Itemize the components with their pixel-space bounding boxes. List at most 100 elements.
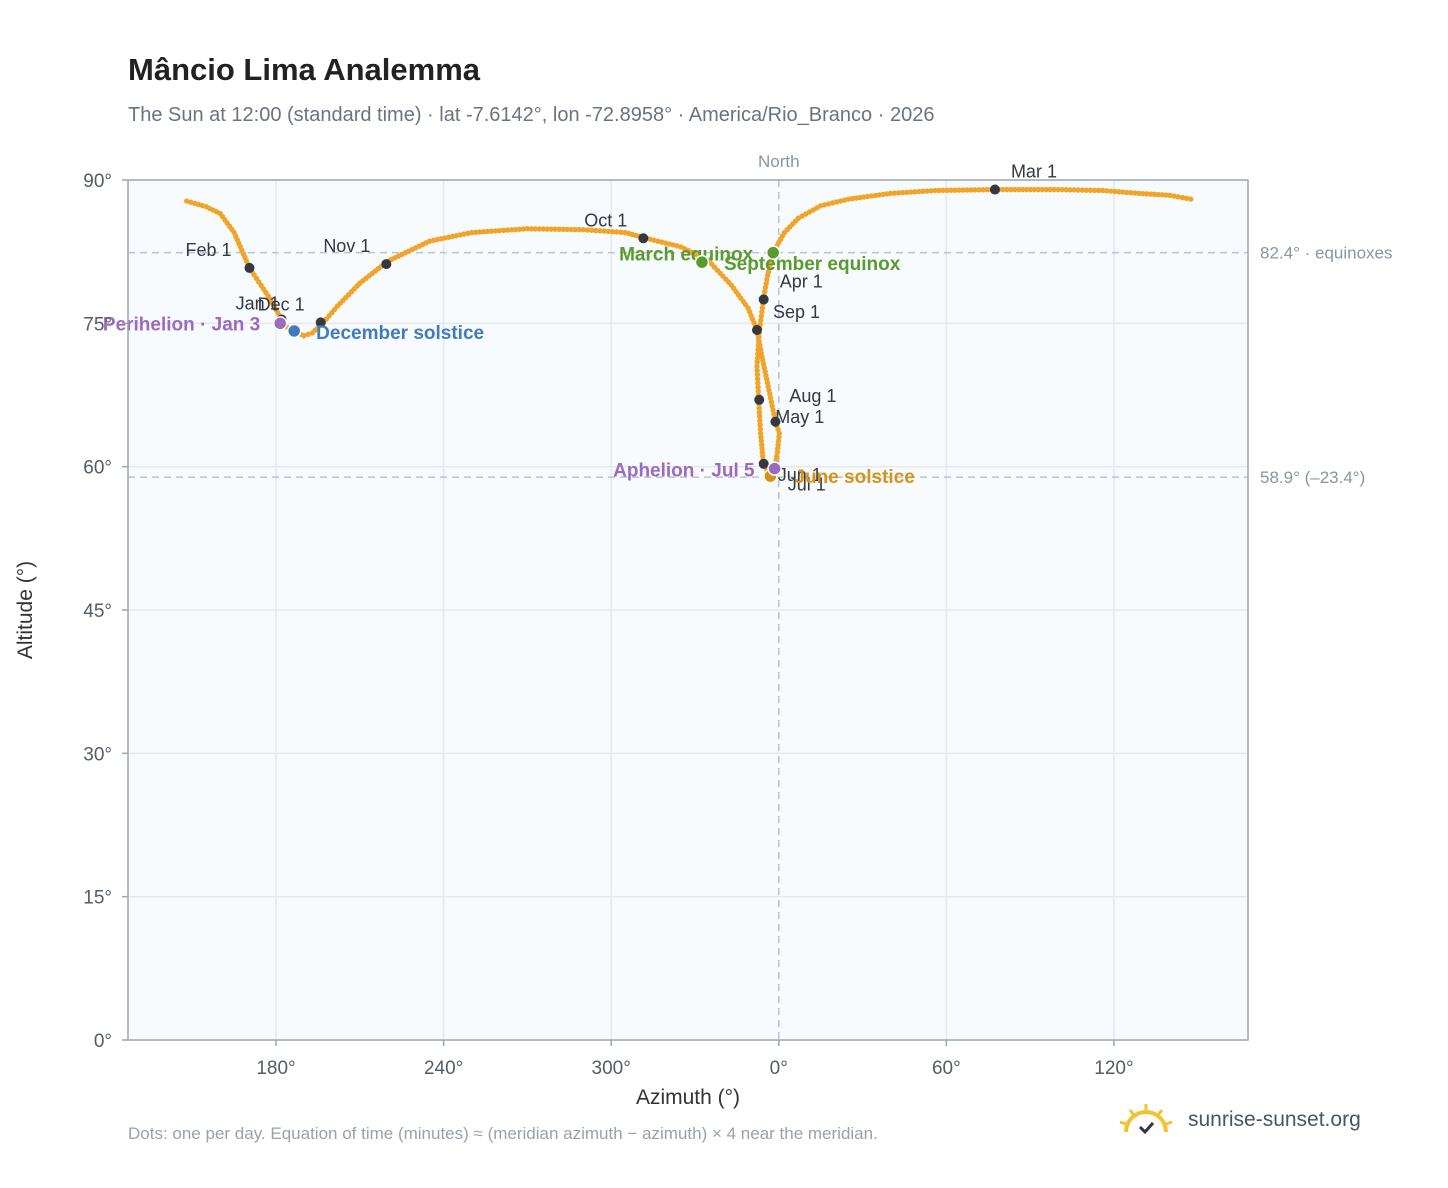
day-dot bbox=[614, 229, 620, 235]
day-dot bbox=[754, 376, 761, 382]
day-dot bbox=[899, 189, 906, 196]
day-dot bbox=[757, 417, 763, 424]
day-dot bbox=[488, 228, 495, 234]
day-dot bbox=[1108, 188, 1114, 194]
event-marker-dot bbox=[272, 316, 288, 331]
month-marker-dot bbox=[381, 259, 392, 270]
day-dot bbox=[601, 228, 607, 234]
day-dot bbox=[976, 187, 982, 193]
day-dot bbox=[1112, 188, 1118, 195]
day-dot bbox=[1171, 193, 1177, 199]
month-marker-label: May 1 bbox=[775, 407, 824, 427]
day-dot bbox=[496, 227, 503, 234]
event-marker-label: Perihelion · Jan 3 bbox=[103, 314, 260, 335]
day-dot bbox=[524, 226, 531, 232]
day-dot bbox=[773, 453, 780, 460]
day-dot bbox=[920, 188, 926, 194]
day-dot bbox=[928, 188, 934, 194]
day-dot bbox=[1151, 191, 1158, 198]
day-dot bbox=[548, 226, 555, 232]
day-dot bbox=[1155, 191, 1161, 198]
y-tick-label: 30° bbox=[83, 744, 112, 765]
day-dot bbox=[536, 226, 543, 232]
day-dot bbox=[756, 413, 763, 420]
chart-subtitle: The Sun at 12:00 (standard time) · lat -… bbox=[128, 104, 935, 126]
day-dot bbox=[1144, 191, 1150, 197]
day-dot bbox=[1019, 186, 1026, 193]
month-marker-label: Apr 1 bbox=[780, 271, 823, 291]
month-marker-label: Sep 1 bbox=[773, 302, 820, 322]
day-dot bbox=[912, 189, 918, 195]
day-dot bbox=[956, 187, 962, 193]
day-dot bbox=[309, 330, 316, 336]
day-dot bbox=[1027, 186, 1034, 193]
y-tick-label: 60° bbox=[83, 458, 112, 479]
day-dot bbox=[936, 187, 942, 194]
day-dot bbox=[1071, 187, 1078, 193]
month-marker-dot bbox=[315, 317, 326, 328]
day-dot bbox=[762, 284, 769, 291]
day-dot bbox=[1147, 191, 1154, 197]
day-dot bbox=[1059, 186, 1065, 193]
day-dot bbox=[908, 189, 914, 195]
y-tick-label: 90° bbox=[83, 171, 112, 192]
day-dot bbox=[1043, 186, 1049, 193]
day-dot bbox=[944, 187, 950, 194]
grid-lines bbox=[128, 180, 1248, 1040]
month-marker-label: Aug 1 bbox=[789, 386, 836, 406]
day-dot bbox=[618, 229, 624, 235]
day-dot bbox=[1091, 187, 1098, 194]
x-tick-label: 240° bbox=[424, 1058, 463, 1079]
day-dot bbox=[964, 187, 970, 193]
day-dot bbox=[757, 426, 764, 432]
day-dot bbox=[759, 305, 766, 311]
day-dot bbox=[755, 384, 761, 390]
y-axis-label: Altitude (°) bbox=[14, 561, 37, 659]
day-dot bbox=[762, 288, 768, 295]
day-dot bbox=[1096, 187, 1102, 194]
day-dot bbox=[904, 189, 910, 196]
day-dot bbox=[183, 198, 190, 204]
day-dot bbox=[1035, 186, 1042, 193]
day-dot bbox=[968, 187, 974, 193]
day-dot bbox=[916, 188, 922, 195]
day-dot bbox=[1132, 190, 1138, 196]
day-dot bbox=[1067, 187, 1073, 193]
day-dot bbox=[1087, 187, 1094, 193]
day-dot bbox=[609, 228, 616, 235]
day-dot bbox=[1183, 195, 1190, 202]
day-dot bbox=[1136, 190, 1142, 197]
event-marker-label: December solstice bbox=[316, 323, 484, 344]
day-dot bbox=[756, 405, 762, 411]
y-tick-label: 15° bbox=[83, 888, 112, 909]
day-dot bbox=[472, 229, 479, 235]
day-dot bbox=[754, 359, 760, 365]
event-marker-label: June solstice bbox=[794, 467, 914, 488]
day-dot bbox=[924, 188, 930, 194]
day-dot bbox=[757, 422, 763, 428]
day-dot bbox=[755, 388, 761, 395]
month-marker-label: Nov 1 bbox=[323, 236, 370, 256]
day-dot bbox=[758, 317, 764, 324]
day-dot bbox=[1011, 186, 1018, 193]
day-dot bbox=[1047, 186, 1053, 193]
day-dot bbox=[1124, 189, 1130, 196]
reference-line-label: 58.9° (–23.4°) bbox=[1260, 468, 1365, 487]
day-dot bbox=[584, 227, 591, 233]
day-dot bbox=[1008, 186, 1014, 193]
day-dot bbox=[1175, 194, 1181, 200]
day-dot bbox=[544, 226, 551, 232]
day-dot bbox=[580, 226, 586, 233]
day-dot bbox=[754, 363, 760, 370]
brand-name: sunrise-sunset.org bbox=[1188, 1108, 1361, 1131]
day-dot bbox=[484, 228, 491, 235]
day-dot bbox=[492, 228, 499, 234]
day-dot bbox=[516, 226, 523, 232]
brand-link[interactable]: sunrise-sunset.org bbox=[1118, 1102, 1361, 1138]
event-marker-label: Aphelion · Jul 5 bbox=[613, 461, 755, 482]
y-tick-label: 0° bbox=[94, 1031, 112, 1052]
axis-ticks: 180° 240° 300° 0° 60° 120° 0° 15° 30° 45° 60° 75° 90… bbox=[83, 171, 1133, 1079]
reference-lines: North 82.4° · equinoxes 58.9° (–23.4°) bbox=[128, 152, 1393, 1040]
